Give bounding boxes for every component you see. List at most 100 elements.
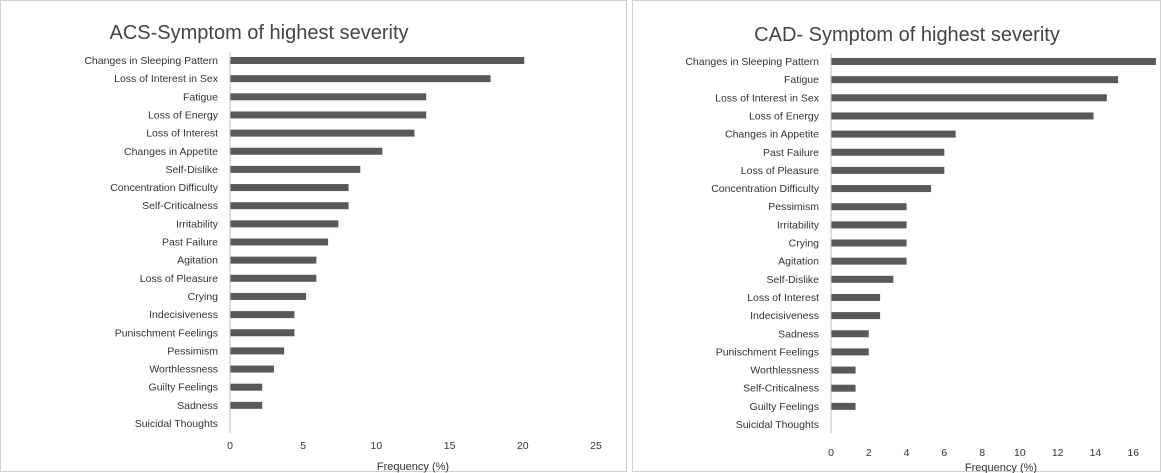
category-label: Loss of Pleasure	[741, 165, 819, 177]
bar	[831, 239, 907, 247]
bar	[831, 58, 1156, 65]
bar	[230, 57, 525, 64]
category-label: Loss of Interest in Sex	[715, 92, 820, 104]
cad-bar-chart: CAD- Symptom of highest severity Changes …	[685, 24, 1156, 473]
bar	[230, 329, 295, 337]
bar	[831, 148, 945, 156]
bar	[831, 312, 881, 320]
bar	[831, 221, 907, 229]
category-label: Fatigue	[183, 91, 218, 103]
category-label: Sadness	[177, 400, 218, 412]
category-label: Suicidal Thoughts	[135, 418, 218, 430]
x-tick-label: 2	[866, 447, 872, 459]
category-label: Loss of Interest in Sex	[114, 73, 219, 85]
category-label: Pessimism	[167, 345, 218, 357]
bar	[831, 185, 932, 193]
category-label: Loss of Energy	[749, 110, 820, 122]
bar	[230, 401, 263, 409]
category-label: Loss of Interest	[146, 128, 218, 140]
bar	[230, 202, 349, 210]
bar	[230, 184, 349, 192]
bar	[230, 365, 274, 373]
category-label: Indecisiveness	[149, 309, 218, 321]
bar	[230, 147, 383, 155]
category-label: Crying	[188, 291, 219, 303]
bar	[831, 257, 907, 265]
category-label: Crying	[789, 238, 820, 250]
bar	[230, 256, 317, 264]
category-label: Self-Criticalness	[142, 200, 218, 212]
bar	[230, 75, 491, 83]
category-label: Suicidal Thoughts	[736, 419, 819, 431]
bar	[831, 330, 869, 338]
category-label: Guilty Feelings	[149, 382, 218, 394]
bar	[230, 238, 329, 246]
bar	[831, 76, 1119, 84]
bar	[831, 130, 956, 138]
category-label: Self-Dislike	[766, 274, 819, 286]
bar	[230, 347, 285, 355]
category-label: Punischment Feelings	[115, 327, 218, 339]
x-axis-label: Frequency (%)	[377, 461, 449, 473]
category-label: Past Failure	[162, 237, 218, 249]
category-label: Indecisiveness	[750, 310, 819, 322]
bar	[831, 112, 1094, 120]
category-label: Changes in Sleeping Pattern	[84, 55, 218, 67]
category-label: Punischment Feelings	[716, 346, 819, 358]
bar	[831, 384, 856, 392]
x-tick-label: 12	[1052, 447, 1064, 459]
x-tick-label: 16	[1127, 447, 1139, 459]
x-tick-label: 14	[1090, 447, 1102, 459]
bar	[831, 366, 856, 374]
bar	[230, 220, 339, 228]
category-label: Concentration Difficulty	[711, 183, 820, 195]
category-label: Changes in Sleeping Pattern	[685, 56, 819, 68]
acs-chart-panel: ACS-Symptom of highest severity Changes i…	[0, 0, 627, 473]
category-label: Self-Criticalness	[743, 383, 819, 395]
chart-title: CAD- Symptom of highest severity	[754, 24, 1060, 46]
x-tick-label: 25	[590, 440, 602, 452]
bar	[230, 165, 361, 173]
bar	[230, 383, 263, 391]
x-tick-label: 20	[517, 440, 529, 452]
bar	[230, 311, 295, 319]
bar	[831, 203, 907, 211]
x-tick-label: 10	[371, 440, 383, 452]
x-tick-label: 10	[1014, 447, 1026, 459]
category-label: Loss of Pleasure	[140, 273, 218, 285]
acs-bar-chart: ACS-Symptom of highest severity Changes i…	[84, 22, 602, 473]
x-tick-label: 0	[828, 447, 834, 459]
bar	[831, 293, 881, 301]
category-label: Agitation	[778, 256, 819, 268]
bar	[831, 275, 894, 283]
x-tick-label: 6	[941, 447, 947, 459]
category-label: Worthlessness	[750, 365, 819, 377]
x-tick-label: 5	[300, 440, 306, 452]
category-label: Past Failure	[763, 147, 819, 159]
category-label: Fatigue	[784, 74, 819, 86]
category-label: Guilty Feelings	[750, 401, 819, 413]
category-label: Pessimism	[768, 201, 819, 213]
bar	[831, 402, 856, 410]
x-axis-label: Frequency (%)	[965, 462, 1037, 473]
bar	[230, 111, 427, 119]
x-tick-label: 0	[227, 440, 233, 452]
bar	[230, 93, 427, 101]
category-label: Concentration Difficulty	[110, 182, 219, 194]
category-label: Agitation	[177, 255, 218, 267]
category-label: Loss of Interest	[747, 292, 819, 304]
bar	[230, 274, 317, 282]
category-label: Sadness	[778, 328, 819, 340]
x-tick-label: 8	[979, 447, 985, 459]
x-tick-label: 4	[904, 447, 910, 459]
x-tick-label: 15	[444, 440, 456, 452]
bar	[831, 94, 1107, 102]
bar	[831, 166, 945, 174]
category-label: Changes in Appetite	[725, 129, 819, 141]
category-label: Loss of Energy	[148, 109, 219, 121]
category-label: Self-Dislike	[165, 164, 218, 176]
bar	[831, 348, 869, 356]
category-label: Irritability	[777, 219, 820, 231]
bar	[230, 292, 307, 300]
chart-title: ACS-Symptom of highest severity	[110, 22, 409, 44]
